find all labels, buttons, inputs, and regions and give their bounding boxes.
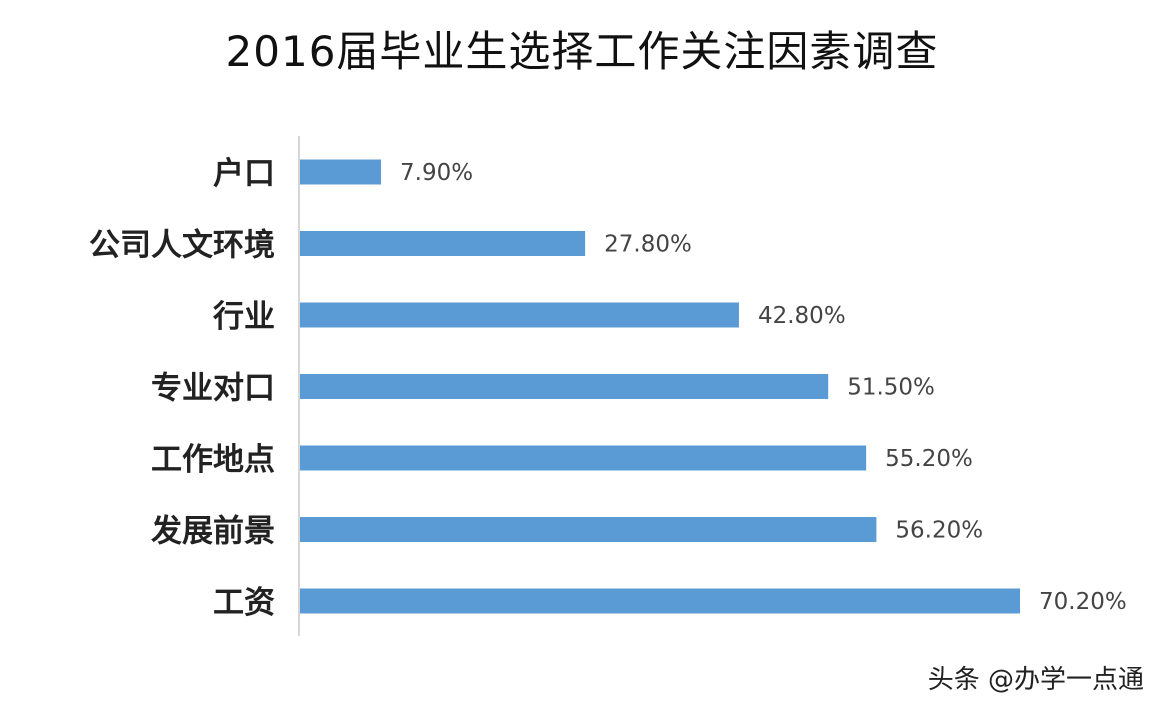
- bar-4: [300, 445, 867, 471]
- data-label: 27.80%: [604, 232, 692, 258]
- category-label: 专业对口: [151, 371, 275, 407]
- category-label: 行业: [212, 299, 275, 335]
- bar-1: [300, 231, 586, 256]
- category-label: 工作地点: [151, 442, 275, 478]
- category-label: 发展前景: [150, 514, 275, 550]
- data-label: 55.20%: [885, 446, 973, 472]
- category-label: 公司人文环境: [89, 228, 275, 264]
- data-label: 51.50%: [847, 375, 935, 401]
- data-label: 70.20%: [1039, 589, 1127, 615]
- bar-3: [300, 374, 829, 399]
- watermark-text: 头条 @办学一点通: [927, 665, 1144, 695]
- data-label: 42.80%: [758, 303, 846, 329]
- chart-title: 2016届毕业生选择工作关注因素调查: [225, 27, 939, 76]
- bar-6: [300, 588, 1020, 614]
- data-label: 56.20%: [895, 518, 983, 544]
- bar-5: [300, 517, 877, 542]
- bar-2: [300, 302, 739, 328]
- category-label: 户口: [213, 156, 275, 192]
- bar-0: [300, 159, 382, 185]
- category-label: 工资: [213, 585, 275, 621]
- data-label: 7.90%: [400, 160, 473, 186]
